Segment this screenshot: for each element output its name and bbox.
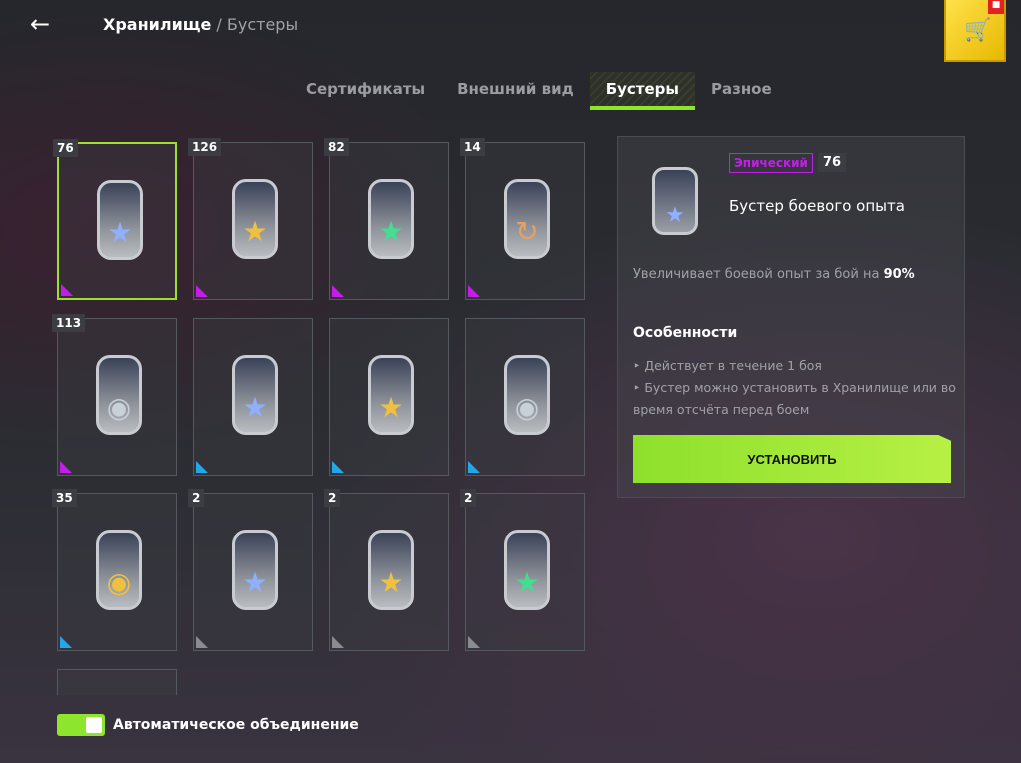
booster-description: Увеличивает боевой опыт за бой на 90% — [633, 267, 915, 282]
booster-card[interactable]: ★ — [329, 317, 449, 476]
cart-icon: 🛒 — [964, 18, 992, 43]
rarity-corner — [332, 636, 344, 648]
toggle-knob — [86, 717, 102, 733]
breadcrumb-root[interactable]: Хранилище — [103, 15, 212, 34]
booster-card[interactable]: ★ 2 — [188, 489, 313, 651]
rarity-corner — [60, 460, 72, 473]
count-badge: 76 — [818, 153, 847, 172]
tab-certificates[interactable]: Сертификаты — [306, 80, 426, 98]
count-badge: 35 — [52, 489, 77, 507]
tab-appearance[interactable]: Внешний вид — [457, 80, 574, 98]
booster-card[interactable]: ◉ 35 — [52, 489, 177, 651]
booster-card[interactable]: ★ 2 — [460, 489, 585, 651]
features-list: ‣ Действует в течение 1 боя ‣ Бустер мож… — [633, 355, 963, 421]
description-text: Увеличивает боевой опыт за бой на — [633, 267, 884, 282]
booster-star-icon: ★ — [232, 354, 278, 435]
auto-merge-toggle[interactable] — [57, 714, 105, 736]
shop-button[interactable]: 🛒 ■ — [944, 0, 1006, 62]
booster-star-icon: ★ — [368, 179, 414, 259]
booster-star-icon: ★ — [368, 530, 414, 610]
rarity-corner — [332, 285, 344, 297]
rarity-corner — [332, 460, 344, 473]
rarity-corner — [468, 460, 480, 473]
booster-star-icon: ★ — [368, 354, 414, 435]
booster-card[interactable]: ◉ 113 — [52, 313, 177, 476]
booster-credits-icon: ◉ — [96, 354, 142, 435]
tab-bar: Сертификаты Внешний вид Бустеры Разное — [290, 72, 788, 110]
booster-credits-icon: ◉ — [96, 530, 142, 610]
install-button[interactable]: УСТАНОВИТЬ — [633, 435, 951, 483]
auto-merge-label: Автоматическое объединение — [113, 717, 359, 733]
booster-card[interactable]: ★ 76 — [53, 139, 177, 300]
breadcrumb-separator: / — [211, 15, 227, 34]
booster-card[interactable]: ★ 2 — [324, 489, 449, 651]
booster-card[interactable]: ↻ 14 — [460, 138, 585, 300]
count-badge: 82 — [324, 138, 349, 156]
rarity-corner — [196, 636, 208, 648]
rarity-corner — [196, 285, 208, 297]
arrow-left-icon: ← — [30, 10, 51, 38]
feature-item: ‣ Действует в течение 1 боя — [633, 358, 822, 373]
tab-boosters[interactable]: Бустеры — [589, 72, 695, 110]
rarity-corner — [468, 285, 480, 297]
count-badge: 126 — [188, 138, 222, 156]
rarity-corner — [61, 284, 73, 296]
count-badge: 113 — [52, 313, 86, 332]
booster-star-icon: ★ — [504, 530, 550, 610]
booster-star-icon: ★ — [97, 180, 143, 260]
booster-detail-panel: ★ Эпический 76 Бустер боевого опыта Увел… — [617, 136, 965, 498]
booster-xp-icon: ★ — [652, 167, 698, 235]
booster-card[interactable]: ★ — [193, 317, 313, 476]
booster-card[interactable]: ★ 126 — [188, 138, 313, 300]
breadcrumb: Хранилище / Бустеры — [103, 15, 298, 34]
count-badge: 2 — [324, 489, 341, 507]
booster-card[interactable]: ★ 82 — [324, 138, 449, 300]
features-title: Особенности — [633, 325, 738, 341]
rarity-corner — [196, 460, 208, 473]
breadcrumb-current: Бустеры — [226, 15, 299, 34]
gift-icon: ■ — [988, 0, 1004, 14]
back-button[interactable]: ← — [30, 10, 50, 38]
rarity-corner — [468, 636, 480, 648]
count-badge: 2 — [188, 489, 205, 507]
booster-credits-icon: ◉ — [504, 354, 550, 435]
booster-star-icon: ★ — [232, 179, 278, 259]
count-badge: 14 — [460, 138, 485, 156]
booster-card[interactable]: ◉ — [465, 317, 585, 476]
tab-misc[interactable]: Разное — [710, 80, 772, 98]
booster-card[interactable] — [57, 669, 177, 695]
booster-star-icon: ★ — [232, 530, 278, 610]
count-badge: 76 — [53, 139, 78, 157]
count-badge: 2 — [460, 489, 477, 507]
feature-item: ‣ Бустер можно установить в Хранилище ил… — [633, 380, 956, 417]
rarity-badge: Эпический — [729, 153, 813, 173]
booster-refresh-icon: ↻ — [504, 179, 550, 259]
rarity-corner — [60, 636, 72, 648]
booster-name: Бустер боевого опыта — [729, 197, 905, 215]
description-value: 90% — [883, 267, 915, 282]
